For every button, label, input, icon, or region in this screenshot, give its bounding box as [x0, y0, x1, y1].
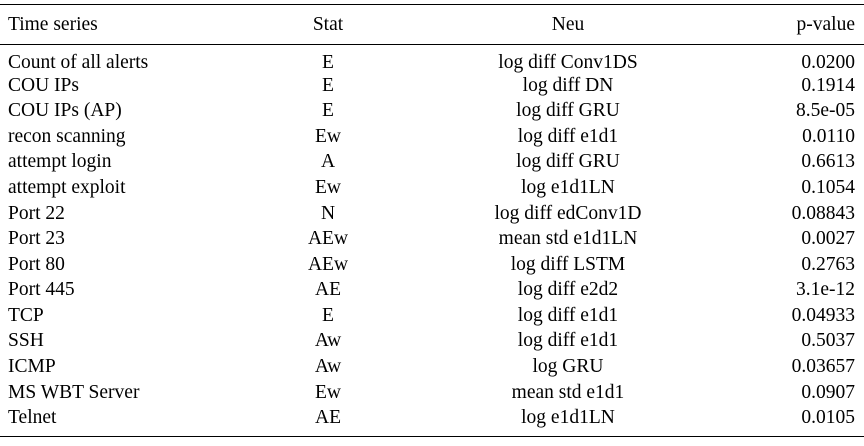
table-row: SSH Aw log diff e1d1 0.5037 [0, 328, 864, 354]
cell-p-value: 0.6613 [801, 151, 855, 173]
cell-neu: log GRU [532, 356, 604, 378]
cell-stat: AEw [307, 253, 349, 275]
header-time-series: Time series [8, 13, 98, 35]
cell-neu: log diff Conv1DS [498, 52, 638, 73]
cell-p-value: 0.0200 [801, 52, 855, 73]
cell-p-value: 0.2763 [801, 253, 855, 275]
table-header: Time series Stat Neu p-value [0, 5, 864, 44]
cell-neu: log e1d1LN [521, 407, 615, 429]
cell-stat: Aw [314, 330, 342, 352]
cell-stat: N [320, 202, 336, 224]
cell-time-series: Port 445 [8, 279, 75, 301]
table-row: recon scanning Ew log diff e1d1 0.0110 [0, 124, 864, 150]
header-rule [0, 44, 864, 45]
header-neu: Neu [551, 13, 585, 35]
cell-p-value: 0.08843 [791, 202, 855, 224]
cell-time-series: Port 22 [8, 202, 65, 224]
cell-stat: Aw [314, 356, 342, 378]
cell-neu: log diff e1d1 [517, 304, 619, 326]
cell-neu: mean std e1d1 [511, 381, 625, 403]
cell-time-series: attempt login [8, 151, 112, 173]
cell-time-series: COU IPs (AP) [8, 100, 122, 122]
cell-p-value: 0.1914 [801, 74, 855, 96]
cell-stat: AEw [307, 228, 349, 250]
cell-time-series: Count of all alerts [8, 52, 149, 73]
cell-p-value: 0.03657 [791, 356, 855, 378]
header-row: Time series Stat Neu p-value [0, 5, 864, 44]
cell-p-value: 0.04933 [791, 304, 855, 326]
cell-stat: AE [315, 279, 341, 301]
cell-neu: log diff e2d2 [517, 279, 619, 301]
cell-neu: log diff edConv1D [494, 202, 642, 224]
cell-stat: Ew [315, 125, 341, 147]
cell-neu: log diff GRU [516, 151, 620, 173]
cell-stat: E [322, 304, 334, 326]
cell-neu: log diff GRU [516, 100, 620, 122]
cell-p-value: 0.0110 [802, 125, 855, 147]
cell-time-series: COU IPs [8, 74, 79, 96]
cell-time-series: SSH [8, 330, 44, 352]
cell-neu: log diff DN [522, 74, 614, 96]
cell-p-value: 0.0105 [801, 407, 855, 429]
cell-time-series: Telnet [8, 407, 57, 429]
cell-time-series: TCP [8, 304, 44, 326]
table-row: attempt exploit Ew log e1d1LN 0.1054 [0, 175, 864, 201]
cell-neu: log diff e1d1 [517, 330, 619, 352]
table-row: MS WBT Server Ew mean std e1d1 0.0907 [0, 380, 864, 406]
table-row: ICMP Aw log GRU 0.03657 [0, 354, 864, 380]
cell-p-value: 0.5037 [801, 330, 855, 352]
header-stat: Stat [312, 13, 344, 35]
top-rule [0, 4, 864, 6]
cell-time-series: MS WBT Server [8, 381, 140, 403]
cell-p-value: 0.0027 [801, 228, 855, 250]
results-table: Time series Stat Neu p-value Count of al… [0, 5, 864, 431]
cell-time-series: ICMP [8, 356, 56, 378]
cell-stat: Ew [315, 381, 341, 403]
table-row: Port 80 AEw log diff LSTM 0.2763 [0, 252, 864, 278]
cell-p-value: 0.0907 [801, 381, 855, 403]
cell-time-series: attempt exploit [8, 176, 126, 198]
cell-neu: log diff e1d1 [517, 125, 619, 147]
cell-stat: E [322, 100, 334, 122]
cell-neu: log e1d1LN [521, 176, 615, 198]
cell-p-value: 8.5e-05 [795, 100, 855, 122]
cell-stat: A [320, 151, 336, 173]
table-row: Port 445 AE log diff e2d2 3.1e-12 [0, 277, 864, 303]
cell-time-series: Port 80 [8, 253, 65, 275]
cell-stat: E [322, 52, 334, 73]
cell-p-value: 0.1054 [801, 176, 855, 198]
table-row: Port 23 AEw mean std e1d1LN 0.0027 [0, 226, 864, 252]
cell-neu: mean std e1d1LN [498, 228, 638, 250]
cell-stat: E [322, 74, 334, 96]
bottom-rule [0, 436, 864, 438]
cell-p-value: 3.1e-12 [795, 279, 855, 301]
cell-stat: AE [315, 407, 341, 429]
cell-neu: log diff LSTM [510, 253, 626, 275]
cell-time-series: recon scanning [8, 125, 126, 147]
table-row: Telnet AE log e1d1LN 0.0105 [0, 405, 864, 431]
cell-stat: Ew [315, 176, 341, 198]
cell-time-series: Port 23 [8, 228, 65, 250]
header-p-value: p-value [796, 13, 855, 35]
